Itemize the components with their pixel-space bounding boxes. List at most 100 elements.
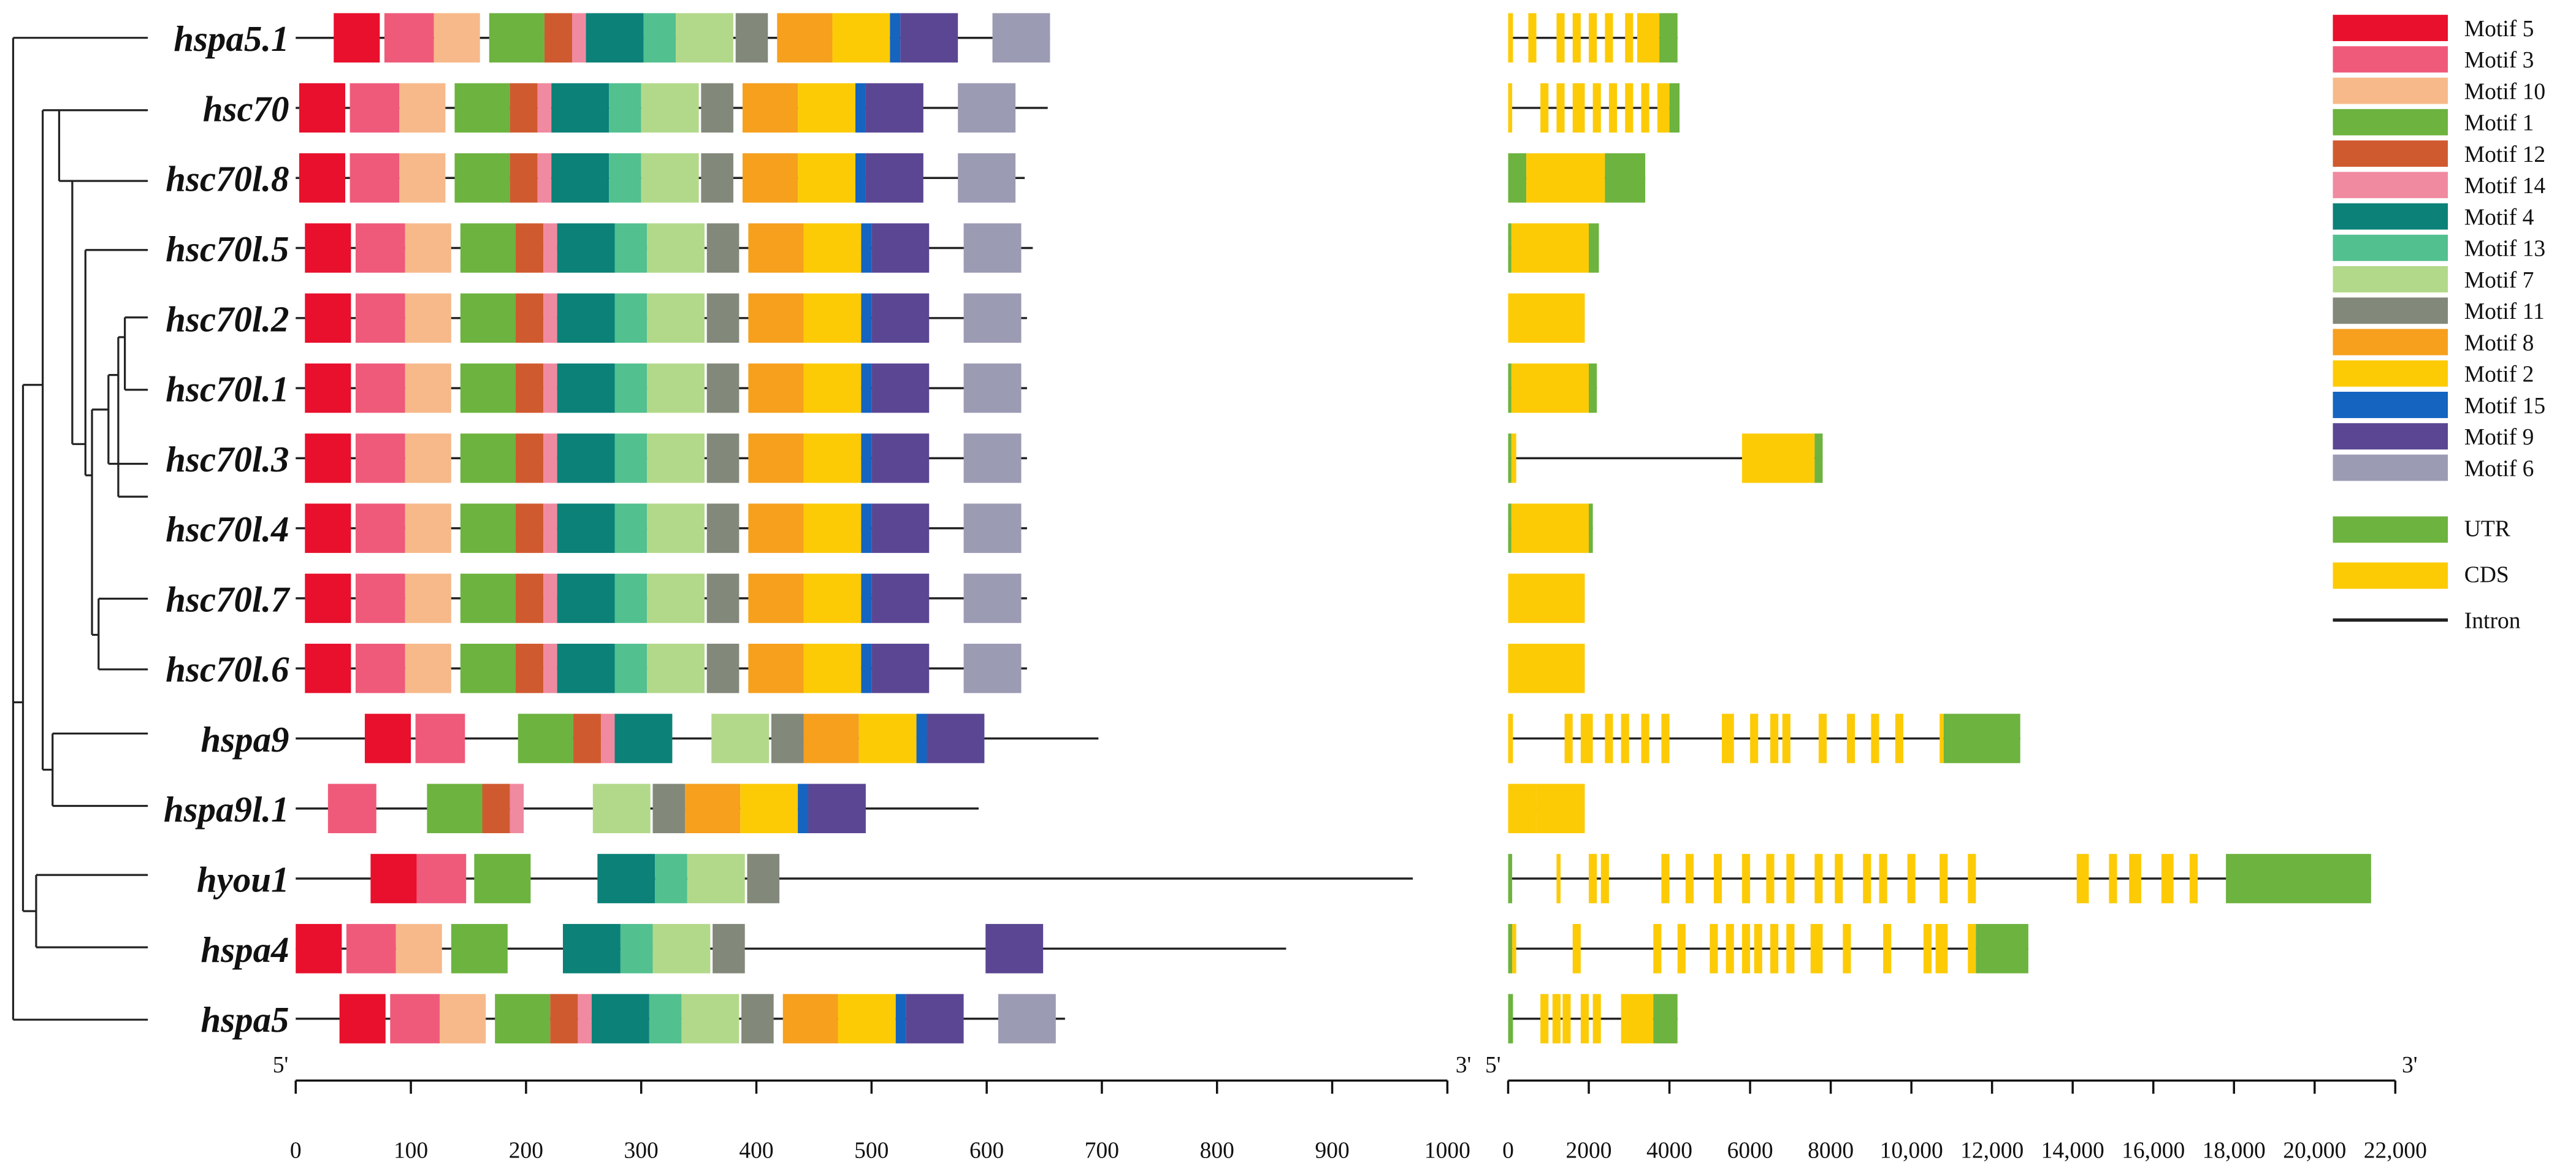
- motif-box: [550, 994, 578, 1043]
- gene-model-row: [1508, 503, 1593, 553]
- gene-axis-tick-label: 8000: [1808, 1139, 1854, 1164]
- motif-box: [803, 363, 862, 413]
- motif-axis-tick-label: 700: [1085, 1139, 1119, 1164]
- motif-box: [557, 223, 615, 273]
- motif-box: [711, 714, 770, 763]
- motif-box: [985, 924, 1044, 974]
- legend-item: Motif 10: [2333, 77, 2545, 104]
- legend-swatch: [2333, 109, 2448, 135]
- cds-segment: [1871, 714, 1879, 763]
- motif-box: [451, 924, 508, 974]
- motif-box: [861, 223, 872, 273]
- cds-segment: [1895, 714, 1903, 763]
- legend-label: Motif 4: [2464, 205, 2534, 230]
- gene-model-row: [1508, 433, 1823, 483]
- cds-segment: [1863, 853, 1871, 904]
- motif-box: [460, 223, 516, 273]
- motif-box: [641, 153, 699, 203]
- motif-box: [355, 503, 405, 553]
- motif-box: [557, 433, 615, 483]
- motif-box: [735, 13, 768, 63]
- cds-segment: [1786, 853, 1795, 904]
- motif-box: [346, 924, 396, 974]
- motif-box: [614, 433, 648, 483]
- cds-segment: [1572, 924, 1581, 974]
- utr-segment: [1589, 223, 1599, 273]
- motif-box: [557, 643, 615, 693]
- cds-segment: [1968, 853, 1976, 904]
- utr-segment: [1589, 363, 1597, 413]
- motif-box: [803, 433, 862, 483]
- motif-box: [510, 83, 538, 133]
- gene-axis-tick-label: 22,000: [2364, 1139, 2427, 1164]
- cds-segment: [1710, 924, 1718, 974]
- legend-swatch: [2333, 77, 2448, 104]
- gene-model-row: [1508, 363, 1597, 413]
- cds-segment: [1508, 643, 1585, 693]
- legend-label: Motif 15: [2464, 394, 2545, 419]
- utr-segment: [1508, 223, 1512, 273]
- motif-box: [578, 994, 592, 1043]
- cds-segment: [2076, 853, 2089, 904]
- motif-box: [460, 643, 516, 693]
- motif-box: [543, 573, 557, 624]
- motif-box: [557, 293, 615, 343]
- gene-label: hsc70l.5: [166, 229, 289, 269]
- motif-box: [591, 994, 649, 1043]
- gene-axis-tick-label: 4000: [1646, 1139, 1692, 1164]
- legend-swatch: [2333, 203, 2448, 230]
- cds-segment: [1625, 13, 1634, 63]
- gene-axis-end-label: 3': [2402, 1053, 2418, 1078]
- cds-segment: [1589, 853, 1597, 904]
- motif-box: [334, 13, 380, 63]
- utr-segment: [1605, 153, 1646, 203]
- gene-model-row: [1508, 293, 1585, 343]
- motif-axis-tick-label: 100: [394, 1139, 428, 1164]
- motif-box: [299, 153, 346, 203]
- motif-box: [405, 223, 451, 273]
- motif-axis-ticks: 0 100 200 300 400 500 600 700 800 900 1000: [290, 1080, 1470, 1164]
- cds-segment: [1940, 714, 1944, 763]
- motif-row: [296, 784, 979, 833]
- gene-axis-ticks: 0 2000 4000 6000 8000 10,000 12,000 14,000 16,00…: [1502, 1080, 2427, 1164]
- motif-box: [855, 153, 866, 203]
- legend-swatch: [2333, 140, 2448, 167]
- legend-label: Motif 6: [2464, 456, 2534, 481]
- motif-box: [748, 433, 804, 483]
- motif-box: [808, 784, 866, 833]
- motif-box: [647, 433, 705, 483]
- motif-box: [832, 13, 890, 63]
- motif-box: [798, 153, 856, 203]
- legend-label: Motif 10: [2464, 79, 2545, 104]
- cds-segment: [1540, 83, 1549, 133]
- motif-box: [871, 433, 930, 483]
- motif-box: [798, 784, 809, 833]
- motif-box: [641, 83, 699, 133]
- motif-row: [296, 853, 1413, 904]
- gene-model-row: [1508, 13, 1678, 63]
- legend-swatch: [2333, 297, 2448, 324]
- cds-segment: [1552, 994, 1561, 1043]
- motif-box: [871, 503, 930, 553]
- gene-axis-start-label: 5': [1485, 1053, 1501, 1078]
- motif-axis-tick-label: 1000: [1424, 1139, 1470, 1164]
- utr-segment: [2226, 853, 2371, 904]
- gene-model-rows: [1508, 13, 2371, 1043]
- legend-item: Motif 1: [2333, 109, 2534, 136]
- motif-box: [305, 573, 351, 624]
- motif-box: [647, 573, 705, 624]
- motif-box: [537, 83, 552, 133]
- cds-segment: [1580, 994, 1589, 1043]
- motif-box: [454, 83, 510, 133]
- utr-segment: [1943, 714, 2020, 763]
- legend-item: Motif 8: [2333, 329, 2534, 356]
- gene-labels: hspa5.1 hsc70 hsc70l.8 hsc70l.5 hsc70l.2 hsc7…: [164, 18, 291, 1040]
- legend-item: Motif 9: [2333, 423, 2534, 450]
- motif-length-axis: 5' 3' 0 100 200 300 400 500 600 700 800 900 1000: [273, 1053, 1472, 1164]
- motif-box: [460, 363, 516, 413]
- motif-box: [416, 853, 467, 904]
- gene-axis-tick-label: 12,000: [1960, 1139, 2024, 1164]
- motif-box: [515, 433, 544, 483]
- motif-box: [871, 363, 930, 413]
- motif-box: [706, 643, 740, 693]
